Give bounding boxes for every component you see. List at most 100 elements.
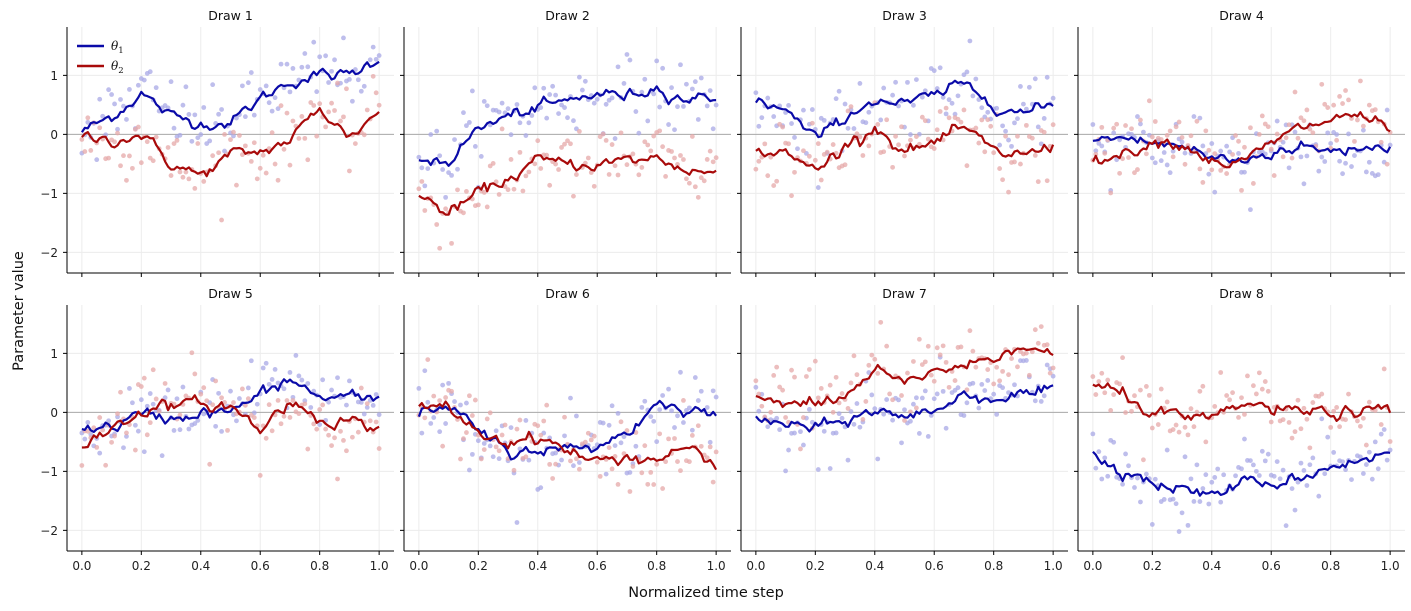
theta2-observation-point — [1253, 391, 1259, 397]
theta1-observation-point — [809, 107, 815, 112]
theta1-observation-point — [1132, 485, 1137, 490]
theta2-observation-point — [615, 481, 621, 487]
theta2-observation-point — [896, 142, 901, 148]
theta2-observation-point — [1346, 391, 1351, 397]
theta1-observation-point — [370, 402, 376, 408]
theta2-observation-point — [547, 182, 553, 188]
theta2-observation-point — [1099, 124, 1105, 130]
theta2-observation-point — [1197, 388, 1203, 394]
theta1-observation-point — [905, 79, 910, 85]
theta2-observation-point — [1152, 119, 1158, 124]
theta1-observation-point — [344, 402, 349, 408]
theta1-observation-point — [132, 422, 138, 428]
theta1-observation-point — [88, 431, 94, 437]
theta2-observation-point — [171, 141, 177, 146]
theta2-observation-point — [1268, 146, 1274, 152]
theta2-observation-point — [771, 372, 777, 378]
theta2-observation-point — [905, 370, 910, 376]
theta2-observation-point — [496, 448, 502, 454]
theta1-observation-point — [1369, 476, 1375, 482]
theta1-observation-point — [1274, 118, 1280, 124]
theta2-observation-point — [1141, 457, 1146, 463]
theta1-observation-point — [85, 420, 91, 425]
theta2-observation-point — [177, 412, 183, 418]
theta2-observation-point — [373, 90, 379, 96]
theta1-observation-point — [1197, 499, 1203, 504]
x-tick-label: 0.6 — [1262, 559, 1281, 573]
theta1-observation-point — [416, 154, 422, 160]
theta1-observation-point — [1233, 473, 1238, 479]
theta1-observation-point — [1298, 460, 1304, 466]
theta1-observation-point — [467, 120, 472, 125]
theta1-observation-point — [931, 68, 937, 74]
x-tick-label: 0.6 — [588, 559, 607, 573]
theta2-observation-point — [931, 378, 937, 384]
theta1-observation-point — [144, 403, 150, 409]
theta1-observation-point — [890, 92, 896, 98]
theta2-observation-point — [1256, 370, 1262, 376]
theta2-observation-point — [263, 170, 269, 176]
theta2-observation-point — [266, 402, 272, 408]
theta1-observation-point — [565, 115, 570, 121]
theta2-observation-point — [526, 169, 532, 175]
theta2-observation-point — [541, 418, 547, 424]
theta1-observation-point — [654, 58, 660, 64]
theta2-observation-point — [341, 437, 346, 443]
theta2-observation-point — [180, 174, 186, 180]
theta2-observation-point — [434, 222, 440, 227]
theta2-observation-point — [815, 395, 821, 401]
theta1-observation-point — [654, 439, 660, 445]
theta1-observation-point — [1343, 160, 1348, 166]
theta1-observation-point — [786, 103, 791, 108]
x-tick-label: 0.0 — [72, 559, 91, 573]
x-tick-label: 0.6 — [251, 559, 270, 573]
theta1-observation-point — [1387, 142, 1393, 148]
theta1-observation-point — [320, 377, 326, 383]
theta1-observation-point — [765, 424, 771, 430]
theta1-observation-point — [94, 157, 100, 163]
theta2-observation-point — [710, 159, 716, 165]
theta2-observation-point — [118, 163, 123, 169]
theta1-observation-point — [299, 377, 305, 383]
theta1-observation-point — [878, 117, 884, 123]
theta1-observation-point — [574, 413, 579, 419]
theta2-observation-point — [1132, 170, 1137, 176]
theta2-observation-point — [615, 172, 621, 178]
theta1-observation-point — [771, 114, 777, 119]
theta1-observation-point — [1346, 131, 1351, 137]
theta2-observation-point — [538, 432, 544, 438]
theta1-observation-point — [928, 412, 934, 418]
theta2-observation-point — [124, 177, 129, 183]
theta2-observation-point — [422, 208, 428, 213]
theta2-observation-point — [449, 388, 454, 394]
theta2-observation-point — [1006, 372, 1011, 378]
theta2-observation-point — [97, 415, 103, 420]
theta1-observation-point — [1337, 158, 1342, 164]
theta1-observation-point — [556, 111, 561, 117]
theta1-observation-point — [1319, 154, 1325, 160]
theta2-observation-point — [922, 359, 928, 365]
theta2-observation-point — [991, 150, 997, 156]
theta1-observation-point — [713, 102, 719, 108]
theta2-observation-point — [1387, 439, 1393, 444]
theta1-observation-point — [201, 105, 207, 110]
theta1-observation-point — [281, 386, 287, 392]
theta1-observation-point — [994, 411, 1000, 417]
theta2-observation-point — [1047, 370, 1053, 376]
theta2-observation-point — [1358, 78, 1363, 84]
theta2-observation-point — [520, 188, 526, 194]
theta1-observation-point — [713, 394, 719, 400]
theta2-observation-point — [349, 434, 355, 440]
theta1-observation-point — [1212, 189, 1218, 195]
theta1-observation-point — [1218, 499, 1224, 505]
theta1-observation-point — [1363, 462, 1369, 467]
theta2-observation-point — [1218, 370, 1224, 375]
theta2-observation-point — [916, 336, 922, 342]
theta2-observation-point — [192, 371, 198, 377]
panel-title: Draw 5 — [208, 286, 253, 301]
theta2-observation-point — [290, 398, 296, 403]
theta2-observation-point — [1132, 393, 1137, 399]
theta1-observation-point — [1218, 148, 1224, 154]
theta2-observation-point — [1158, 137, 1164, 142]
theta1-observation-point — [1096, 449, 1102, 455]
